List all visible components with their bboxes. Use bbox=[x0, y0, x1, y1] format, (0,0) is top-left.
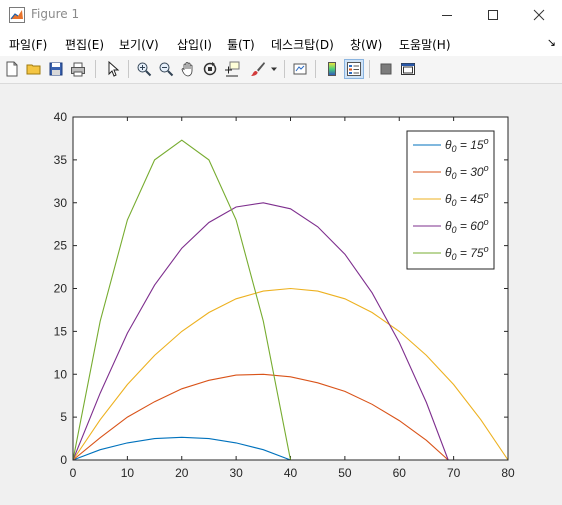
legend-box bbox=[406, 130, 495, 270]
y-tick-label: 25 bbox=[54, 239, 68, 253]
window-title: Figure 1 bbox=[31, 7, 80, 21]
brush-icon bbox=[251, 62, 265, 76]
x-tick-label: 80 bbox=[501, 466, 515, 480]
y-tick-label: 40 bbox=[54, 110, 68, 124]
menu-file[interactable]: 파일(F) bbox=[9, 38, 48, 52]
save-icon bbox=[49, 62, 63, 76]
minimize-button[interactable] bbox=[424, 0, 470, 30]
toolbar-separator bbox=[128, 60, 129, 78]
brush-dropdown[interactable] bbox=[268, 59, 280, 79]
pan-button[interactable] bbox=[178, 59, 198, 79]
series-line-4[interactable] bbox=[72, 202, 449, 461]
menu-view[interactable]: 보기(V) bbox=[119, 38, 159, 52]
legend-label: θ0 = 60o bbox=[445, 217, 489, 235]
x-tick-label: 70 bbox=[447, 466, 461, 480]
menu-edit[interactable]: 편집(E) bbox=[65, 38, 105, 52]
brush-button[interactable] bbox=[248, 59, 268, 79]
insert-colorbar-button[interactable] bbox=[322, 59, 342, 79]
colorbar-icon bbox=[328, 62, 336, 76]
dropdown-arrow-icon bbox=[271, 67, 277, 71]
edit-plot-button[interactable] bbox=[103, 59, 123, 79]
legend[interactable]: θ0 = 15o θ0 = 30o θ0 = 45o θ0 = 60o θ0 = 75o bbox=[406, 130, 495, 270]
y-tick-label: 20 bbox=[54, 282, 68, 296]
menu-bar: 파일(F) 편집(E) 보기(V) 삽입(I) 툴(T) 데스크탑(D) 창(W… bbox=[0, 30, 562, 56]
x-tick-label: 40 bbox=[284, 466, 298, 480]
matlab-icon bbox=[9, 7, 25, 23]
x-tick-label: 30 bbox=[229, 466, 243, 480]
toolbar-separator bbox=[369, 60, 370, 78]
legend-label: θ0 = 45o bbox=[445, 190, 489, 208]
data-cursor-button[interactable] bbox=[222, 59, 242, 79]
x-tick-label: 50 bbox=[338, 466, 352, 480]
series-line-1[interactable] bbox=[72, 436, 291, 461]
series-line-5[interactable] bbox=[72, 139, 292, 461]
menu-help[interactable]: 도움말(H) bbox=[399, 38, 451, 52]
legend-label: θ0 = 75o bbox=[445, 244, 489, 262]
menu-insert[interactable]: 삽입(I) bbox=[177, 38, 212, 52]
toolbar bbox=[0, 56, 562, 84]
zoom-in-button[interactable] bbox=[134, 59, 154, 79]
folder-icon bbox=[26, 64, 41, 75]
menu-window[interactable]: 창(W) bbox=[350, 38, 383, 52]
printer-icon bbox=[71, 62, 85, 77]
maximize-button[interactable] bbox=[470, 0, 516, 30]
toolbar-separator bbox=[315, 60, 316, 78]
open-button[interactable] bbox=[24, 59, 44, 79]
toolbar-separator bbox=[95, 60, 96, 78]
y-tick-label: 35 bbox=[54, 153, 68, 167]
x-tick-label: 10 bbox=[121, 466, 135, 480]
x-tick-label: 20 bbox=[175, 466, 189, 480]
link-plot-icon bbox=[293, 63, 307, 75]
toolbar-separator bbox=[284, 60, 285, 78]
series-line-3[interactable] bbox=[72, 287, 509, 461]
y-tick-label: 30 bbox=[54, 196, 68, 210]
zoom-in-icon bbox=[137, 62, 152, 77]
rotate-icon bbox=[203, 62, 217, 76]
x-tick-label: 0 bbox=[70, 466, 77, 480]
plot-canvas: 0 10 20 30 40 50 60 70 80 0 5 10 15 20 25 30 35 40 θ0 = … bbox=[54, 110, 515, 480]
legend-label: θ0 = 30o bbox=[445, 163, 489, 181]
new-file-icon bbox=[6, 61, 18, 77]
show-plot-tools-button[interactable] bbox=[398, 59, 418, 79]
show-tools-icon bbox=[401, 63, 415, 75]
rotate-3d-button[interactable] bbox=[200, 59, 220, 79]
y-tick-label: 10 bbox=[54, 367, 68, 381]
legend-label: θ0 = 15o bbox=[445, 136, 489, 154]
data-cursor-icon bbox=[225, 61, 240, 77]
print-button[interactable] bbox=[68, 59, 88, 79]
hide-plot-tools-button[interactable] bbox=[376, 59, 396, 79]
y-tick-label: 0 bbox=[60, 453, 67, 467]
save-button[interactable] bbox=[46, 59, 66, 79]
hide-tools-icon bbox=[380, 63, 392, 75]
x-tick-label: 60 bbox=[393, 466, 407, 480]
insert-legend-button[interactable] bbox=[344, 59, 364, 79]
hand-icon bbox=[181, 62, 193, 77]
menu-desktop[interactable]: 데스크탑(D) bbox=[271, 38, 334, 52]
link-plot-button[interactable] bbox=[290, 59, 310, 79]
close-button[interactable] bbox=[516, 0, 562, 30]
axes-box bbox=[72, 116, 509, 461]
zoom-out-icon bbox=[159, 62, 174, 77]
y-tick-label: 5 bbox=[60, 410, 67, 424]
y-tick-label: 15 bbox=[54, 324, 68, 338]
close-icon bbox=[533, 9, 545, 21]
minimize-icon bbox=[442, 15, 452, 16]
title-bar: Figure 1 bbox=[0, 0, 562, 30]
zoom-out-button[interactable] bbox=[156, 59, 176, 79]
new-figure-button[interactable] bbox=[2, 59, 22, 79]
legend-icon bbox=[347, 62, 361, 76]
series-line-2[interactable] bbox=[72, 373, 449, 461]
pointer-icon bbox=[108, 61, 120, 77]
dock-arrow-icon[interactable]: ↘ bbox=[546, 36, 556, 49]
maximize-icon bbox=[488, 10, 498, 20]
figure-area: 0 10 20 30 40 50 60 70 80 0 5 10 15 20 25 30 35 40 θ0 = … bbox=[0, 84, 562, 505]
menu-tools[interactable]: 툴(T) bbox=[227, 38, 255, 52]
